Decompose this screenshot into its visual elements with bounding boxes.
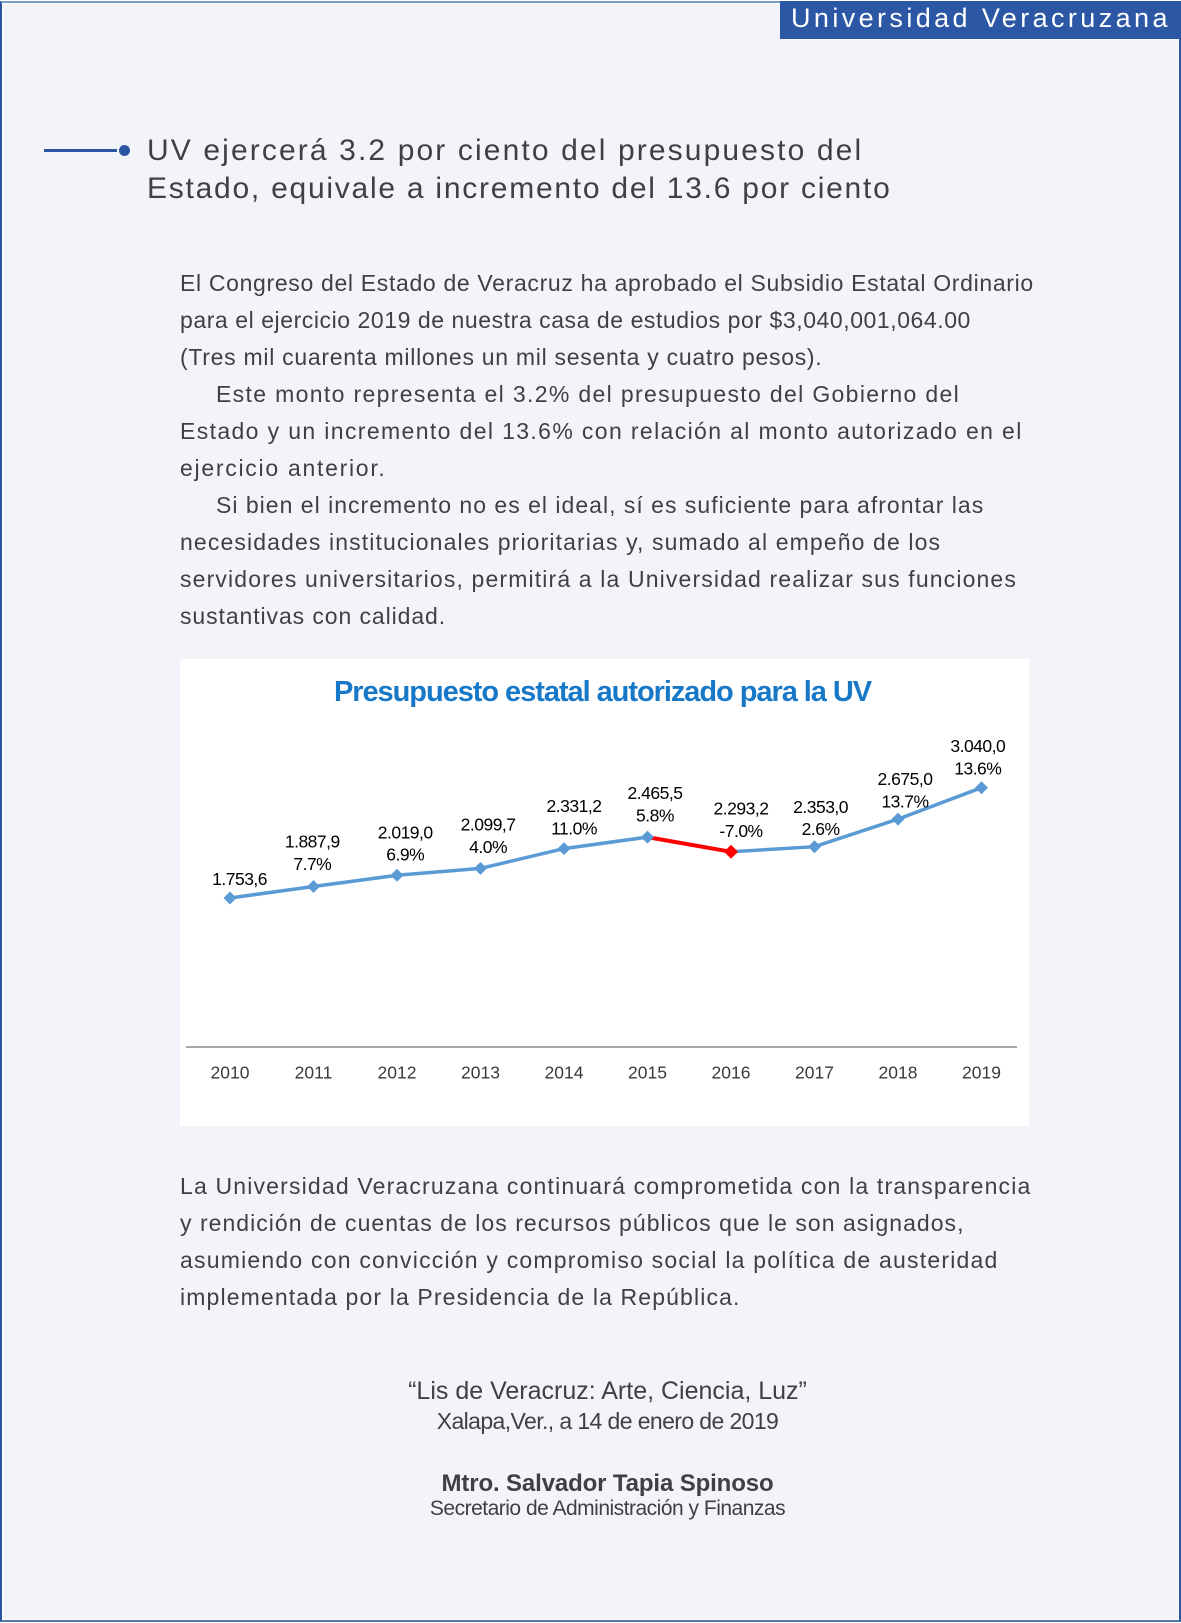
svg-text:2010: 2010 [211, 1062, 250, 1082]
svg-text:1.753,6: 1.753,6 [212, 869, 267, 889]
svg-text:2013: 2013 [461, 1062, 500, 1082]
svg-text:2019: 2019 [962, 1062, 1001, 1082]
svg-text:1.887,9: 1.887,9 [285, 832, 340, 852]
svg-text:7.7%: 7.7% [293, 854, 331, 874]
svg-text:6.9%: 6.9% [386, 845, 424, 865]
svg-text:2.465,5: 2.465,5 [628, 783, 683, 803]
svg-text:2011: 2011 [295, 1062, 333, 1082]
svg-text:-7.0%: -7.0% [719, 821, 762, 841]
svg-text:2.293,2: 2.293,2 [714, 799, 769, 819]
svg-text:2018: 2018 [879, 1062, 918, 1082]
svg-text:2017: 2017 [795, 1062, 834, 1082]
svg-text:2014: 2014 [545, 1062, 584, 1082]
svg-text:2.331,2: 2.331,2 [547, 796, 602, 816]
svg-text:11.0%: 11.0% [551, 819, 597, 839]
svg-text:2016: 2016 [712, 1062, 751, 1082]
svg-text:2015: 2015 [628, 1062, 667, 1082]
svg-text:2.099,7: 2.099,7 [461, 814, 516, 834]
svg-text:2012: 2012 [378, 1062, 417, 1082]
svg-text:2.019,0: 2.019,0 [378, 822, 434, 842]
svg-text:Presupuesto estatal autorizado: Presupuesto estatal autorizado para la U… [334, 676, 873, 708]
svg-text:13.6%: 13.6% [954, 759, 1001, 779]
svg-text:5.8%: 5.8% [636, 806, 674, 826]
svg-text:2.675,0: 2.675,0 [878, 769, 934, 789]
svg-text:13.7%: 13.7% [881, 791, 928, 811]
svg-text:3.040,0: 3.040,0 [950, 736, 1006, 756]
svg-text:2.6%: 2.6% [802, 819, 840, 839]
svg-text:2.353,0: 2.353,0 [793, 797, 849, 817]
svg-text:4.0%: 4.0% [469, 837, 507, 857]
